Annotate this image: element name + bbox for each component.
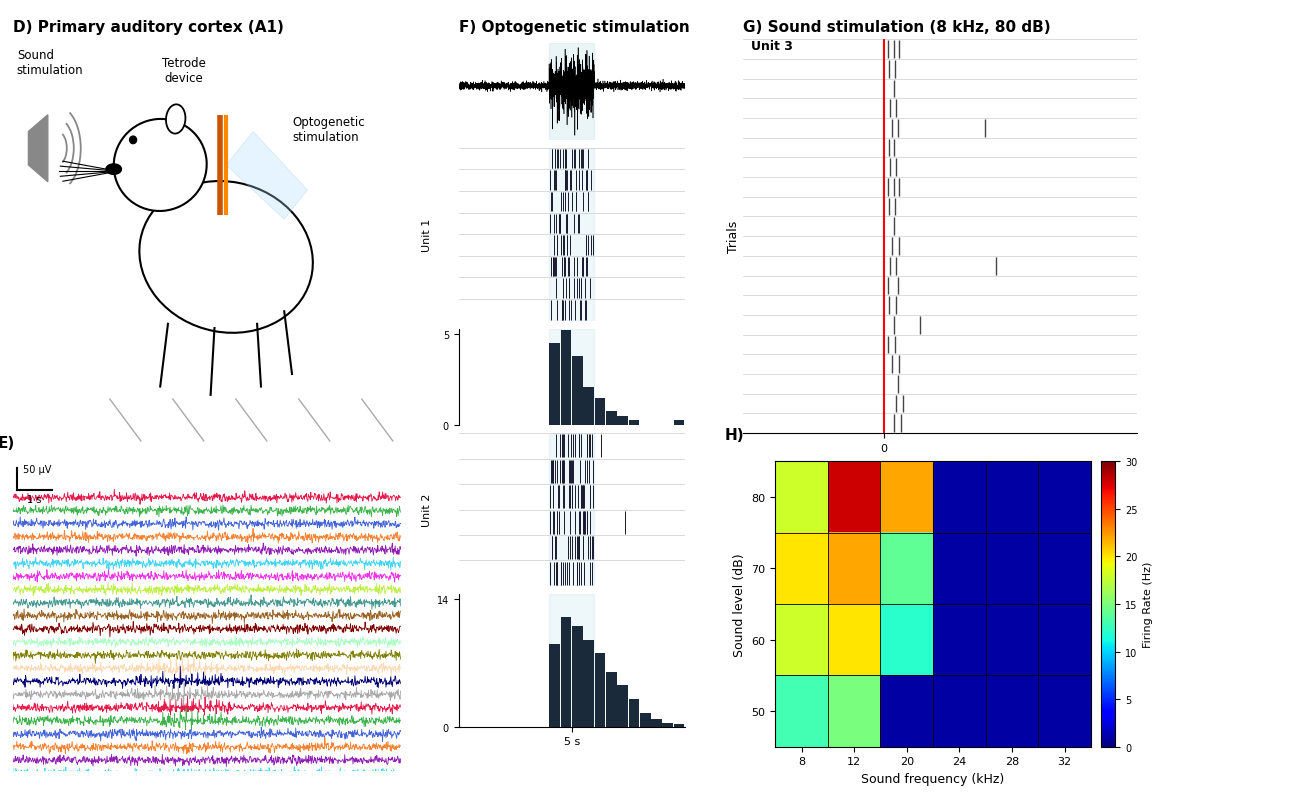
Text: Optogenetic
stimulation: Optogenetic stimulation [292,116,364,144]
Bar [594,398,606,426]
Text: E): E) [0,435,14,450]
Y-axis label: Trials: Trials [727,221,740,253]
Bar [651,719,662,727]
Bar [549,434,594,586]
Y-axis label: Firing Rate (Hz): Firing Rate (Hz) [1143,561,1154,647]
Bar [594,654,606,727]
Bar [549,344,561,426]
Bar [549,329,594,426]
Bar [628,699,640,727]
Bar [583,640,594,727]
Y-axis label: Sound level (dB): Sound level (dB) [733,552,745,656]
Text: Unit 3: Unit 3 [751,40,793,53]
Bar [572,626,583,727]
Text: F) Optogenetic stimulation: F) Optogenetic stimulation [459,20,690,35]
X-axis label: Sound frequency (kHz): Sound frequency (kHz) [862,772,1005,785]
Bar [606,672,616,727]
Bar [549,645,561,727]
Bar [673,724,685,727]
Bar [561,617,571,727]
Ellipse shape [114,120,207,212]
Bar [606,411,616,426]
Bar [572,357,583,426]
Bar [549,149,594,321]
Text: 50 μV: 50 μV [23,464,50,475]
Text: 1 s: 1 s [27,495,41,505]
Text: Tetrode
device: Tetrode device [162,57,205,85]
Ellipse shape [165,105,186,134]
Bar [628,420,640,426]
Bar [663,723,673,727]
Text: 100 ms: 100 ms [1032,479,1074,489]
Ellipse shape [106,165,121,175]
Bar [583,387,594,426]
Polygon shape [226,132,307,220]
Bar [640,713,651,727]
Bar [618,686,628,727]
Bar [549,594,594,727]
Text: Unit 2: Unit 2 [422,493,432,527]
Text: D) Primary auditory cortex (A1): D) Primary auditory cortex (A1) [13,20,284,35]
Ellipse shape [140,181,313,333]
Bar [561,331,571,426]
Text: Unit 1: Unit 1 [422,218,432,251]
Ellipse shape [129,137,137,145]
Text: Sound
stimulation: Sound stimulation [17,49,84,77]
Polygon shape [28,116,48,182]
Bar [549,44,594,141]
Bar [673,420,685,426]
Text: G) Sound stimulation (8 kHz, 80 dB): G) Sound stimulation (8 kHz, 80 dB) [743,20,1050,35]
Text: H): H) [725,427,744,442]
Bar [618,417,628,426]
